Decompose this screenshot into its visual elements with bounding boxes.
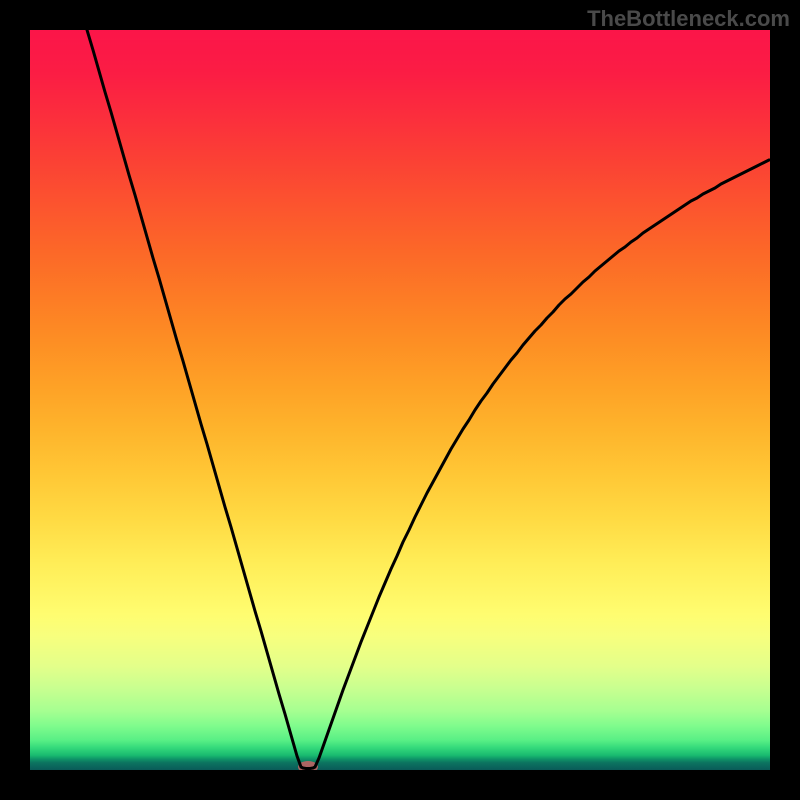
watermark-text: TheBottleneck.com — [587, 6, 790, 32]
gradient-rect — [30, 30, 770, 770]
chart-area — [30, 30, 770, 770]
figure-root: TheBottleneck.com — [0, 0, 800, 800]
gradient-background — [30, 30, 770, 770]
